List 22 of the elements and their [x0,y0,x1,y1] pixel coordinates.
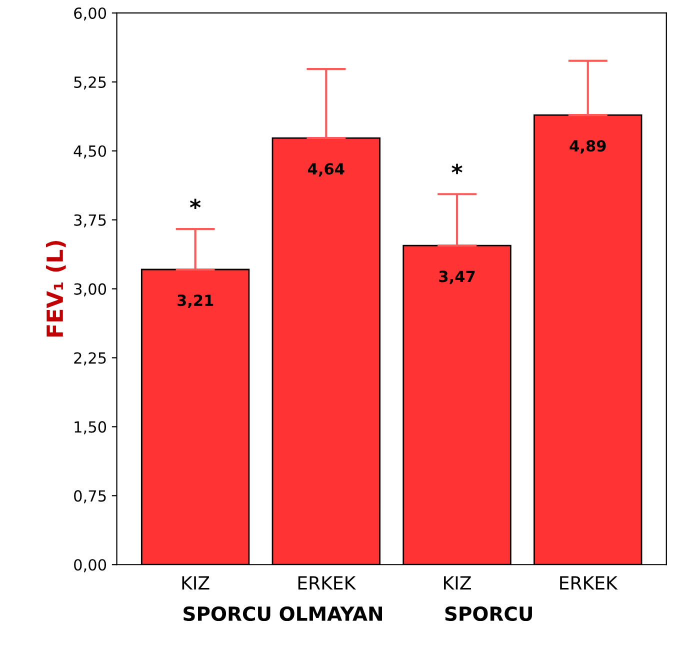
data-label: 4,64 [308,163,344,177]
x-tick-label: ERKEK [560,576,618,590]
x-tick-label: ERKEK [298,576,356,590]
y-tick-label: 3,75 [74,214,106,228]
y-tick-label: 0,75 [74,490,106,504]
y-tick-label: 5,25 [74,76,106,90]
y-tick-label: 0,00 [74,559,106,572]
text: SPORCU [445,606,532,622]
y-tick-label: 6,00 [74,7,106,21]
y-axis-title: FEV₁ (L) [46,240,66,337]
text: SPORCU OLMAYAN [184,606,382,622]
y-tick-label: 3,00 [74,283,106,296]
y-tick-label: 2,25 [74,352,106,366]
data-label: 3,21 [177,294,214,308]
annotation: * [190,198,201,210]
y-tick-label: 4,50 [74,145,106,158]
y-tick-label: 1,50 [74,421,106,434]
data-label: 4,89 [570,140,606,154]
x-tick-label: KIZ [182,576,210,590]
data-label: 3,47 [439,270,475,284]
x-tick-label: KIZ [444,576,471,590]
annotation: * [452,164,462,174]
